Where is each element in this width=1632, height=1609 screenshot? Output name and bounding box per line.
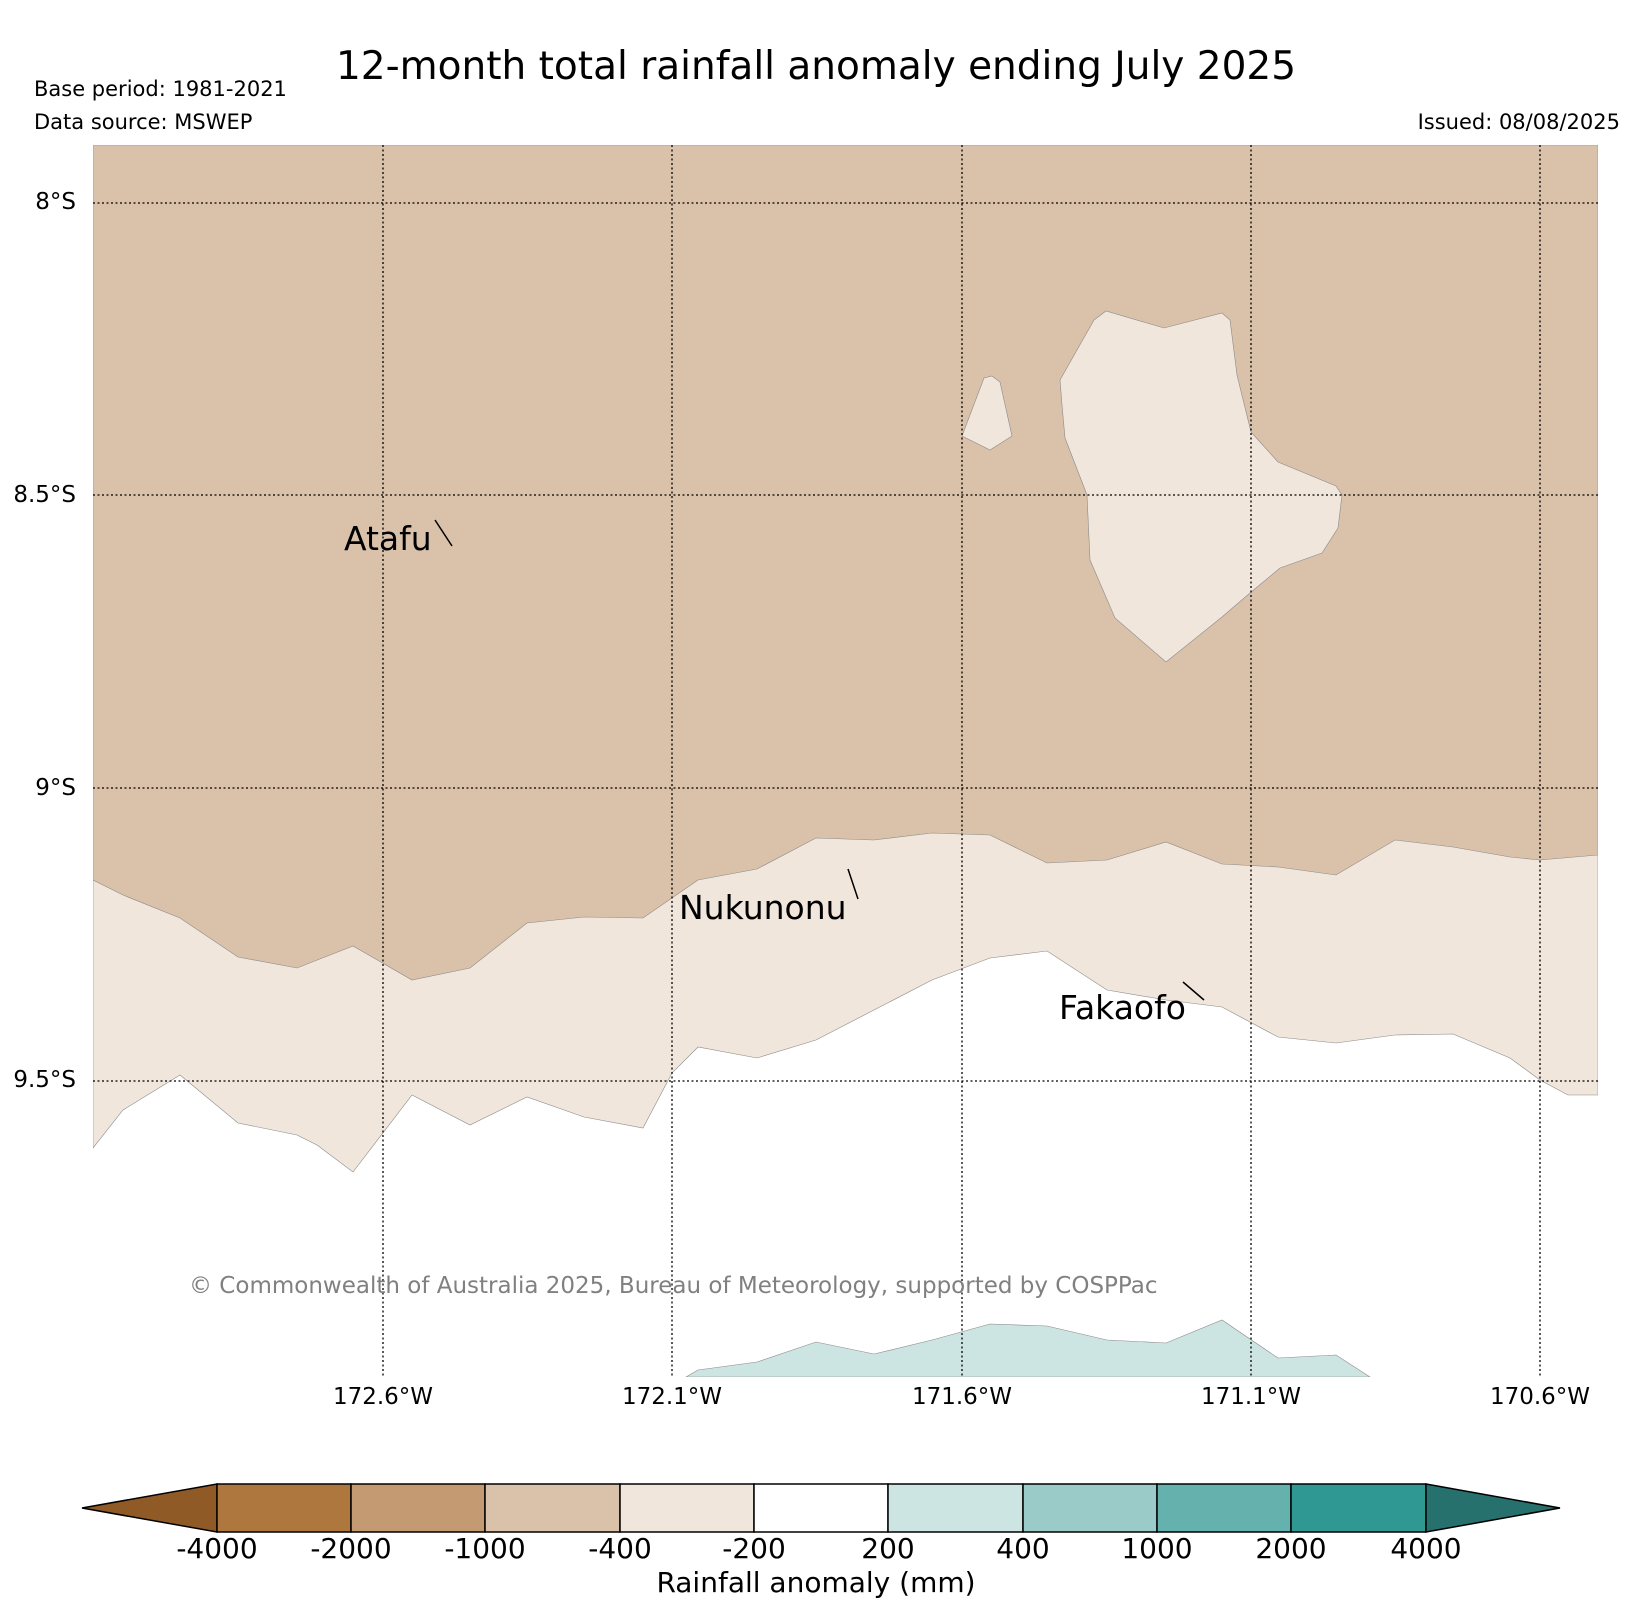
colorbar-tick: -200 — [722, 1532, 786, 1565]
colorbar-segment-7 — [1022, 1483, 1158, 1533]
place-leaders — [434, 519, 1205, 1001]
colorbar-tick: 400 — [996, 1532, 1050, 1565]
colorbar-segment-2 — [350, 1483, 486, 1533]
graticule — [93, 145, 1598, 1377]
colorbar-segment-1 — [216, 1483, 352, 1533]
data-source: Data source: MSWEP — [34, 110, 253, 134]
anomaly-patch-small — [961, 375, 1013, 451]
map-title: 12-month total rainfall anomaly ending J… — [335, 44, 1297, 89]
anomaly-band-light-teal — [685, 1319, 1371, 1377]
lon-label-172-6w: 172.6°W — [332, 1384, 434, 1410]
lon-label-172-1w: 172.1°W — [621, 1384, 723, 1410]
colorbar-tick: -4000 — [176, 1532, 258, 1565]
lat-label-9-5s: 9.5°S — [13, 1067, 76, 1093]
place-label-fakaofo: Fakaofo — [1059, 988, 1186, 1027]
colorbar-tick: 4000 — [1390, 1532, 1462, 1565]
colorbar-tick: 1000 — [1121, 1532, 1193, 1565]
anomaly-patch-ne — [1059, 310, 1343, 663]
colorbar-tick: -400 — [588, 1532, 652, 1565]
colorbar-label: Rainfall anomaly (mm) — [656, 1566, 976, 1599]
lon-label-171-1w: 171.1°W — [1200, 1384, 1302, 1410]
lon-label-171-6w: 171.6°W — [911, 1384, 1013, 1410]
place-label-atafu: Atafu — [344, 519, 432, 558]
issued-date: Issued: 08/08/2025 — [1417, 110, 1620, 134]
colorbar — [81, 1483, 1561, 1533]
colorbar-tick: -2000 — [310, 1532, 392, 1565]
colorbar-extend-high — [1425, 1483, 1561, 1533]
colorbar-segment-5 — [753, 1483, 889, 1533]
colorbar-tick: 200 — [861, 1532, 915, 1565]
colorbar-extend-low — [81, 1483, 218, 1533]
colorbar-segment-3 — [484, 1483, 621, 1533]
base-period: Base period: 1981-2021 — [34, 77, 287, 101]
map-plot-area — [93, 145, 1598, 1377]
lon-label-170-6w: 170.6°W — [1489, 1384, 1591, 1410]
colorbar-segment-8 — [1156, 1483, 1292, 1533]
colorbar-segment-4 — [619, 1483, 755, 1533]
colorbar-segment-9 — [1290, 1483, 1427, 1533]
lat-label-8s: 8°S — [35, 189, 76, 215]
place-label-nukunonu: Nukunonu — [679, 888, 847, 927]
colorbar-tick: 2000 — [1255, 1532, 1327, 1565]
lat-label-8-5s: 8.5°S — [13, 482, 76, 508]
colorbar-segment-6 — [887, 1483, 1024, 1533]
colorbar-tick: -1000 — [444, 1532, 526, 1565]
copyright-notice: © Commonwealth of Australia 2025, Bureau… — [189, 1273, 1158, 1299]
lat-label-9s: 9°S — [35, 775, 76, 801]
